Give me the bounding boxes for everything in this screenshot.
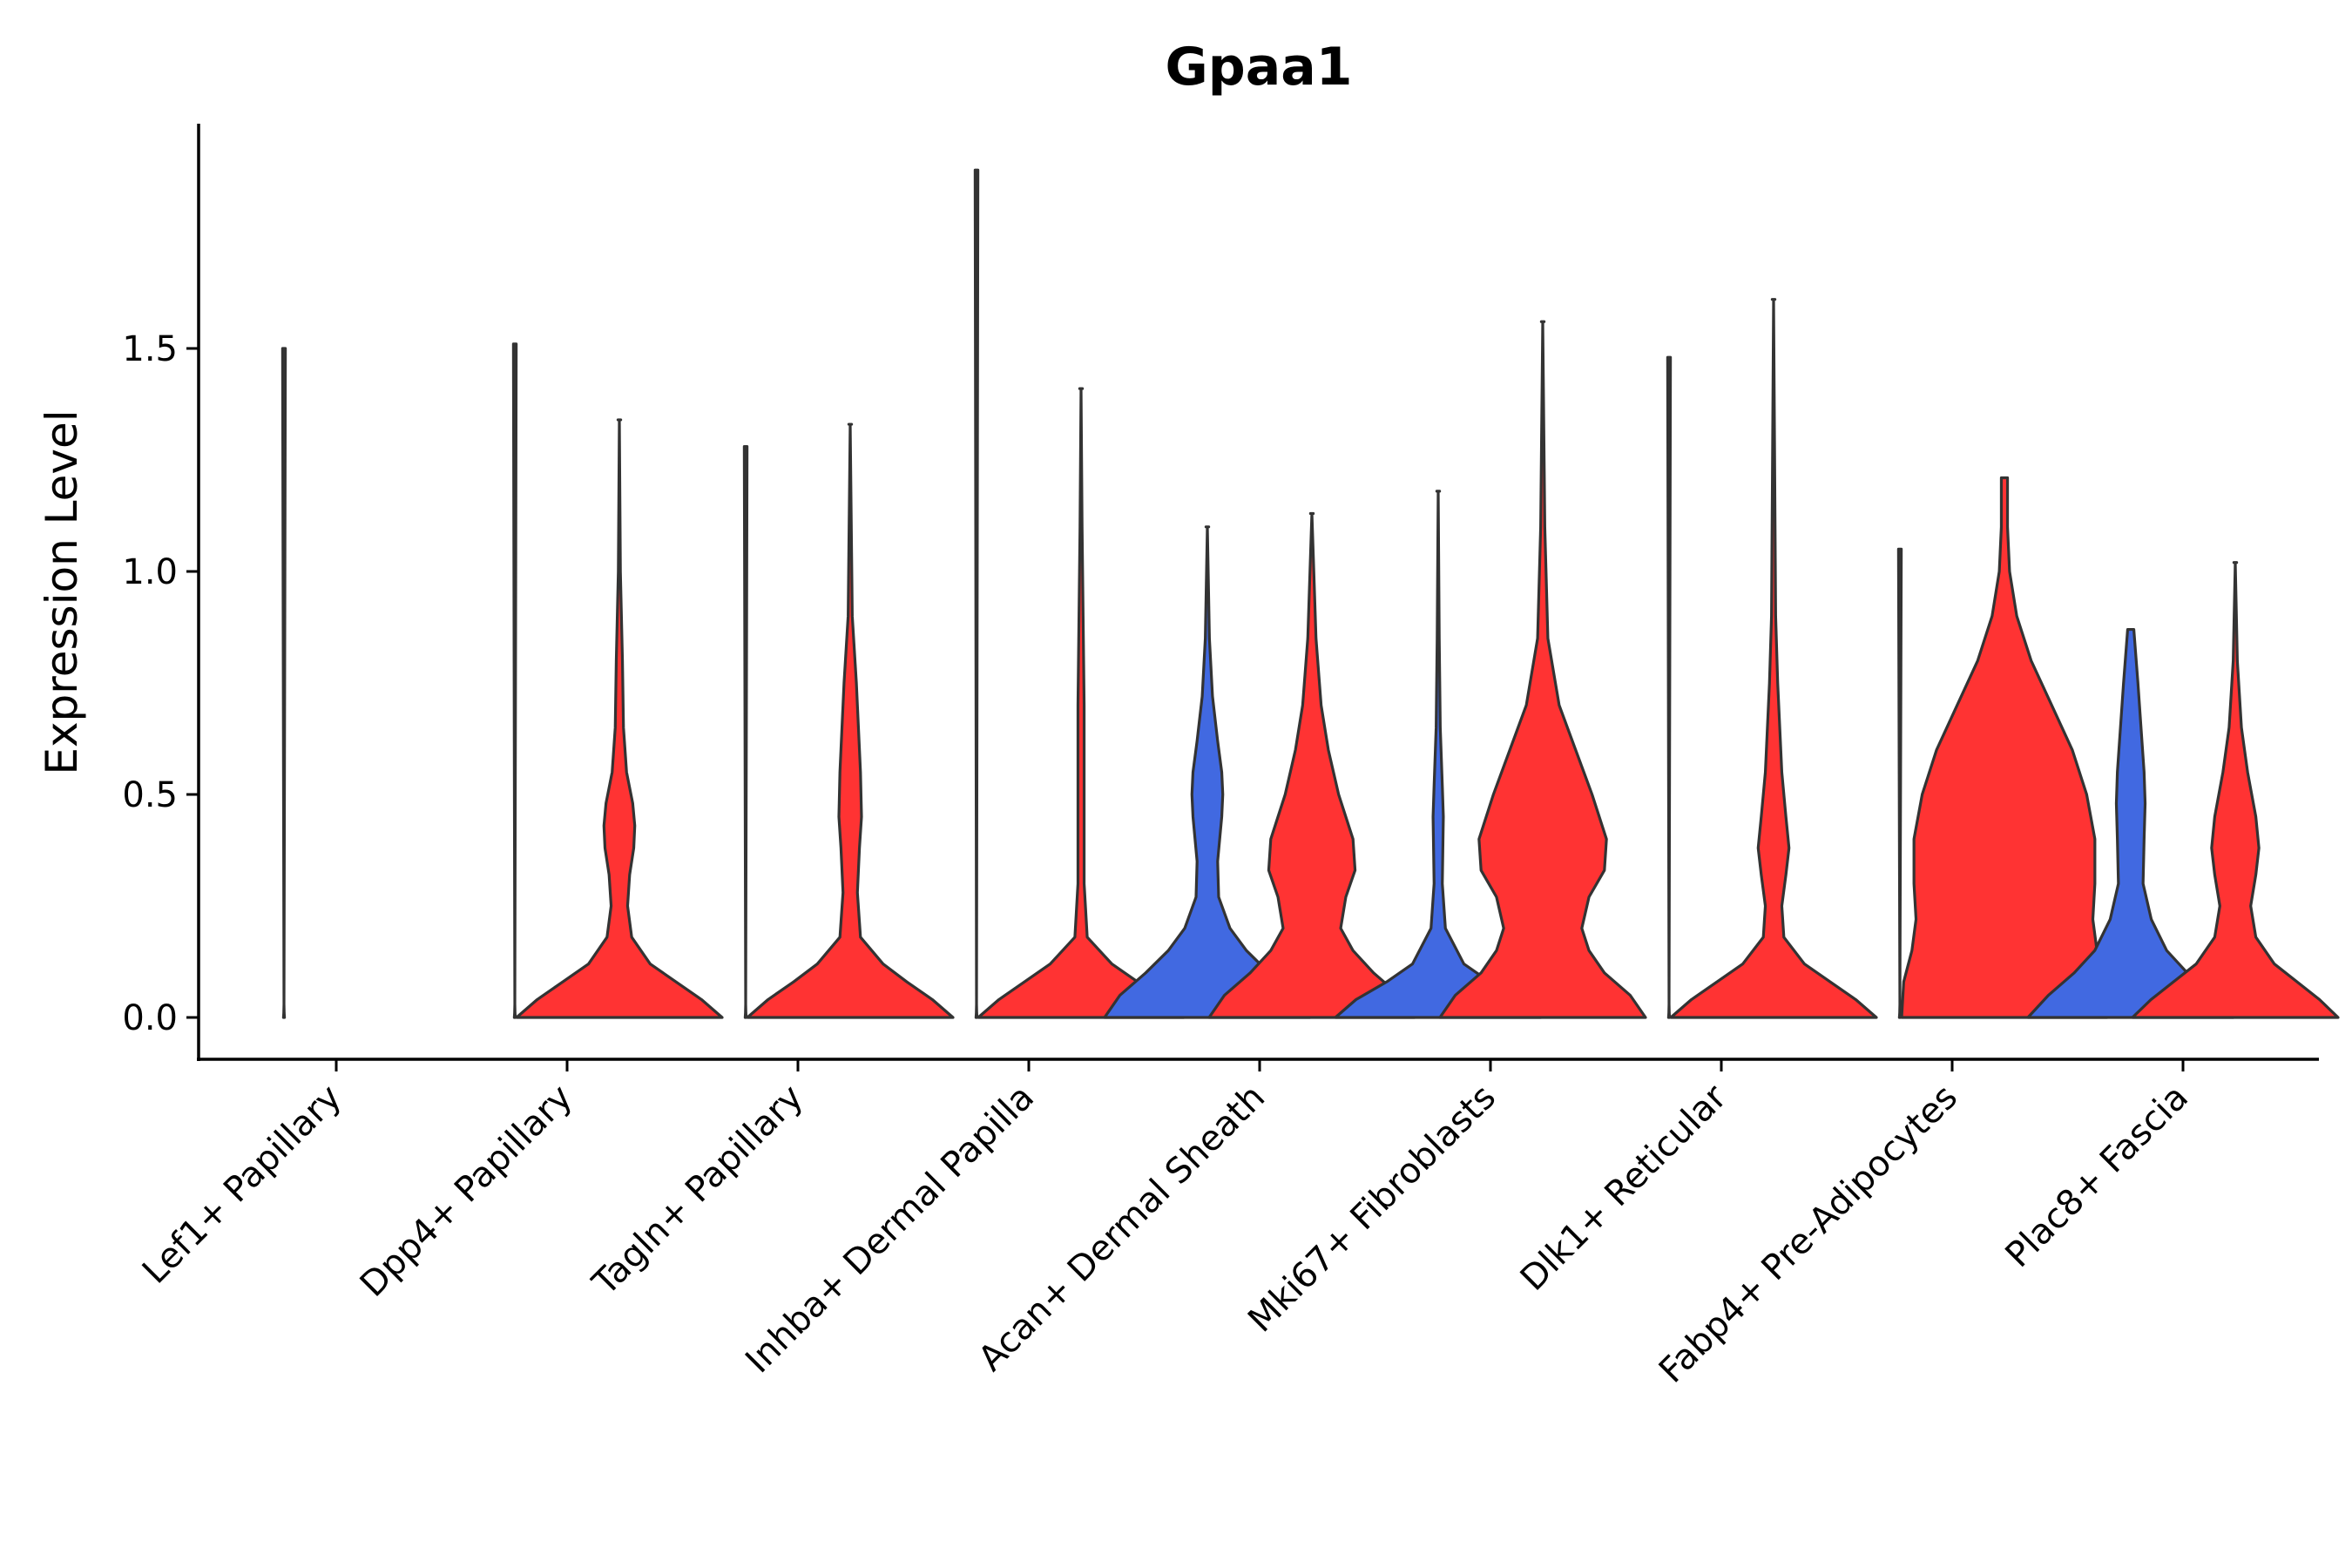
x-tick-label: Mki67+ Fibroblasts [1240,1078,1504,1341]
axes [197,124,2319,1061]
x-ticks: Lef1+ Papillary Dpp4+ Papillary Tagln+ Pap… [135,1059,2196,1391]
y-tick-label: 1.0 [122,552,178,592]
violin-group-1-4 [973,168,980,1019]
violin-group-1-8 [1896,547,1903,1019]
y-tick-label: 0.0 [122,998,178,1038]
violin-group-2-6 [1438,320,1647,1019]
violin-group-2-2 [515,418,724,1019]
y-tick-label: 0.5 [122,775,178,815]
violin-group-2-4 [977,387,1186,1019]
violin-group-1-1 [280,347,287,1019]
violin-group-1-9 [2026,627,2235,1019]
violin-group-2-9 [2131,561,2340,1019]
violin-group-1-7 [1666,355,1673,1019]
x-tick-label: Plac8+ Fascia [1998,1078,2197,1276]
y-axis-label: Expression Level [37,409,87,774]
violin-group-2-5 [1207,511,1416,1019]
violin-group-1-3 [742,445,749,1019]
violin-group-1-6 [1334,490,1543,1019]
violin-group-2-7 [1669,298,1878,1019]
x-tick-label: Lef1+ Papillary [135,1078,349,1292]
chart-title: Gpaa1 [1166,37,1353,98]
x-tick-label: Dlk1+ Reticular [1513,1077,1735,1299]
y-ticks: 0.0 0.5 1.0 1.5 [122,329,199,1038]
violin-group-2-3 [746,422,955,1019]
violins-layer [280,168,2340,1019]
violin-group-1-5 [1103,525,1312,1019]
violin-group-1-2 [511,342,518,1019]
y-tick-label: 1.5 [122,329,178,369]
x-tick-label: Dpp4+ Papillary [353,1078,580,1305]
x-tick-label: Tagln+ Papillary [585,1078,811,1304]
violin-group-2-8 [1900,476,2109,1019]
